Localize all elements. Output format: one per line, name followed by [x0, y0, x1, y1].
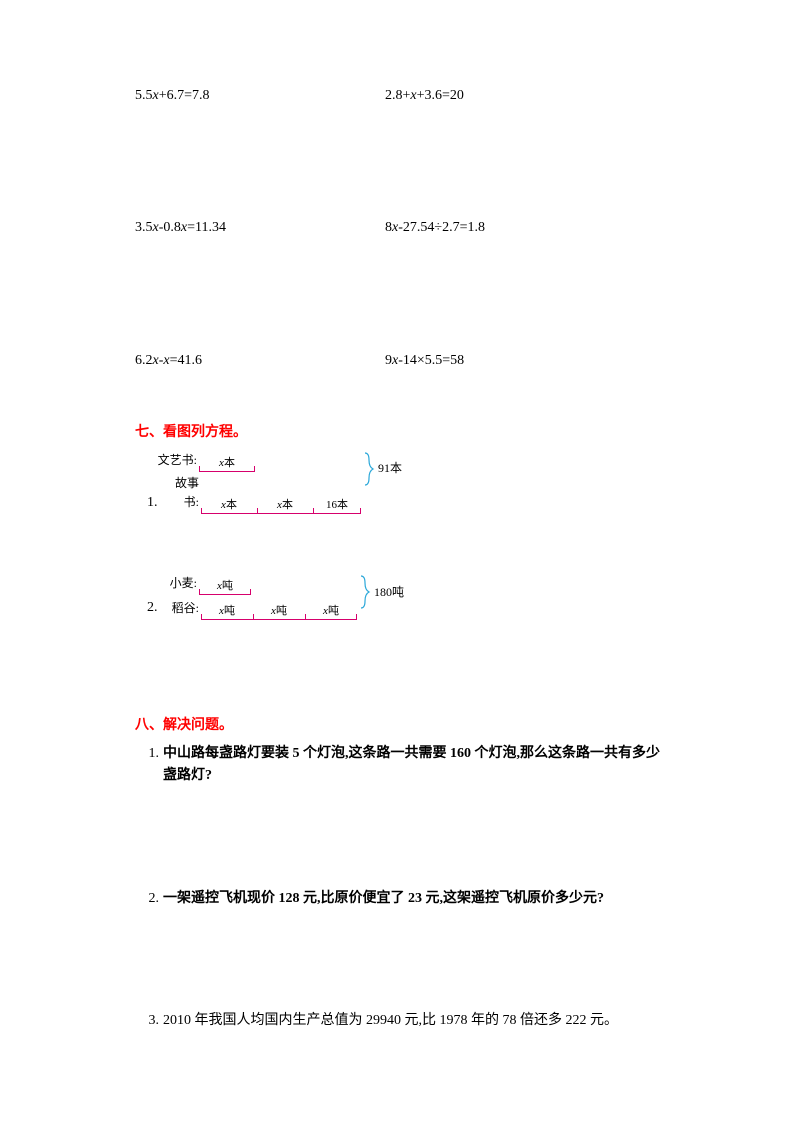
equation: 2.8+x+3.6=20 [385, 85, 665, 107]
brace-icon [363, 451, 375, 487]
eq-text: -14×5.5=58 [398, 353, 464, 368]
eq-text: 9 [385, 353, 392, 368]
bar-segment: x吨 [199, 579, 251, 595]
bar-segment: x吨 [201, 604, 253, 620]
eq-text: -0.8 [159, 220, 181, 235]
problem-number: 3. [135, 1010, 163, 1032]
equation-row: 3.5x-0.8x=11.34 8x-27.54÷2.7=1.8 [135, 217, 665, 239]
diagram-top-row: 文艺书: x本 [147, 451, 665, 472]
problem-number: 2. [135, 888, 163, 910]
brace-label: 91本 [378, 459, 402, 478]
bar-segment: x吨 [305, 604, 357, 620]
brace-icon [359, 574, 371, 610]
section-7-heading: 七、看图列方程。 [135, 422, 665, 444]
eq-text: 5.5 [135, 88, 153, 103]
bar-segment: x本 [257, 498, 313, 514]
row-label: 稻谷: [165, 599, 201, 620]
problem-text: 中山路每盏路灯要装 5 个灯泡,这条路一共需要 160 个灯泡,那么这条路一共有… [163, 743, 665, 788]
diagram-2: 小麦: x吨 2. 稻谷: x吨 x吨 x吨 180吨 [147, 574, 665, 620]
diagram-bottom-row: 2. 稻谷: x吨 x吨 x吨 [147, 597, 665, 619]
bar-segment: 16本 [313, 498, 361, 514]
eq-text: +3.6=20 [417, 88, 464, 103]
equation-row: 5.5x+6.7=7.8 2.8+x+3.6=20 [135, 85, 665, 107]
eq-text: 2.8+ [385, 88, 410, 103]
diagram-top-row: 小麦: x吨 [147, 574, 665, 595]
bar-group: x吨 [199, 579, 251, 595]
problem-item: 3. 2010 年我国人均国内生产总值为 29940 元,比 1978 年的 7… [135, 1010, 665, 1032]
bar-group: x本 [199, 456, 255, 472]
equation: 3.5x-0.8x=11.34 [135, 217, 385, 239]
bar-group: x本 x本 16本 [201, 498, 361, 514]
eq-text: +6.7=7.8 [159, 88, 210, 103]
problem-text: 2010 年我国人均国内生产总值为 29940 元,比 1978 年的 78 倍… [163, 1010, 665, 1032]
equation: 5.5x+6.7=7.8 [135, 85, 385, 107]
eq-text: 6.2 [135, 353, 153, 368]
bar-segment: x吨 [253, 604, 305, 620]
problem-item: 2. 一架遥控飞机现价 128 元,比原价便宜了 23 元,这架遥控飞机原价多少… [135, 888, 665, 910]
eq-text: 3.5 [135, 220, 153, 235]
eq-text: -27.54÷2.7=1.8 [398, 220, 485, 235]
equation-row: 6.2x-x=41.6 9x-14×5.5=58 [135, 350, 665, 372]
equation: 9x-14×5.5=58 [385, 350, 665, 372]
problem-list: 1. 中山路每盏路灯要装 5 个灯泡,这条路一共需要 160 个灯泡,那么这条路… [135, 743, 665, 1033]
diagram-1: 文艺书: x本 1. 故事书: x本 x本 16本 91本 [147, 451, 665, 515]
diagram-bottom-row: 1. 故事书: x本 x本 16本 [147, 474, 665, 514]
problem-number: 1. [135, 743, 163, 788]
eq-text: =11.34 [187, 220, 226, 235]
equation: 8x-27.54÷2.7=1.8 [385, 217, 665, 239]
bar-segment: x本 [201, 498, 257, 514]
row-label: 故事书: [165, 474, 201, 514]
diagram-number: 2. [147, 597, 163, 619]
eq-text: =41.6 [170, 353, 202, 368]
bar-group: x吨 x吨 x吨 [201, 604, 357, 620]
row-label: 小麦: [147, 574, 199, 595]
brace: 180吨 [359, 574, 404, 610]
section-8-heading: 八、解决问题。 [135, 715, 665, 737]
brace-label: 180吨 [374, 583, 404, 602]
row-label: 文艺书: [147, 451, 199, 472]
problem-text: 一架遥控飞机现价 128 元,比原价便宜了 23 元,这架遥控飞机原价多少元? [163, 888, 665, 910]
equation-block: 5.5x+6.7=7.8 2.8+x+3.6=20 3.5x-0.8x=11.3… [135, 85, 665, 372]
problem-item: 1. 中山路每盏路灯要装 5 个灯泡,这条路一共需要 160 个灯泡,那么这条路… [135, 743, 665, 788]
equation: 6.2x-x=41.6 [135, 350, 385, 372]
bar-segment: x本 [199, 456, 255, 472]
diagram-number: 1. [147, 492, 163, 514]
eq-text: 8 [385, 220, 392, 235]
brace: 91本 [363, 451, 402, 487]
